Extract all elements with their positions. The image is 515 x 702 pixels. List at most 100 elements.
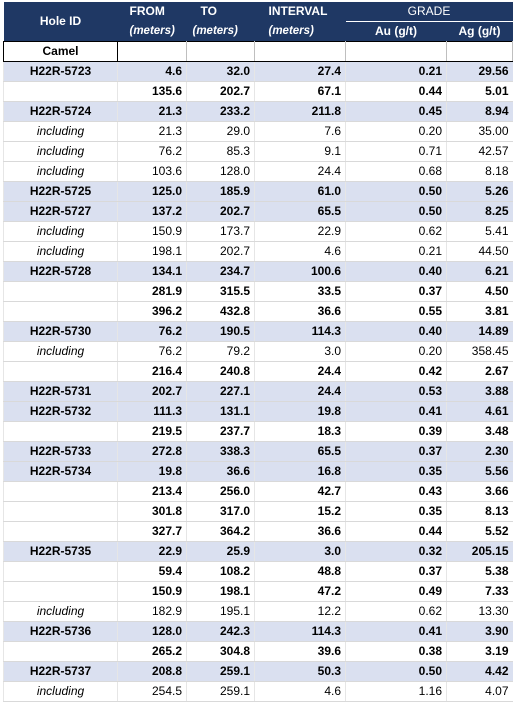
- table-row: including 198.1 202.7 4.6 0.21 44.50: [3, 241, 513, 262]
- cell-hole-id: H22R-5731: [3, 381, 118, 402]
- cell-au: 0.40: [345, 321, 447, 342]
- cell-from: 103.6: [117, 161, 187, 182]
- cell-au: 0.35: [345, 461, 447, 482]
- cell-hole-id: including: [3, 141, 118, 162]
- table-row: 135.6 202.7 67.1 0.44 5.01: [3, 81, 513, 102]
- cell-interval: 9.1: [254, 141, 346, 162]
- table-row: 213.4 256.0 42.7 0.43 3.66: [3, 481, 513, 502]
- table-row: H22R-5730 76.2 190.5 114.3 0.40 14.89: [3, 321, 513, 342]
- cell-au: 0.35: [345, 501, 447, 522]
- cell-from: 272.8: [117, 441, 187, 462]
- cell-from: 150.9: [117, 581, 187, 602]
- cell-interval: 4.6: [254, 681, 346, 702]
- drill-results-table: Hole ID FROM TO INTERVAL GRADE (meters) …: [3, 2, 513, 702]
- header-row-sub: (meters) (meters) (meters) Au (g/t) Ag (…: [4, 21, 513, 42]
- cell-to: 202.7: [186, 201, 255, 222]
- cell-to: 432.8: [186, 301, 255, 322]
- cell-au: 0.21: [345, 241, 447, 262]
- table-row: H22R-5725 125.0 185.9 61.0 0.50 5.26: [3, 181, 513, 202]
- cell-to: 233.2: [186, 101, 255, 122]
- cell-au: 1.16: [345, 681, 447, 702]
- cell-to: 25.9: [186, 541, 255, 562]
- cell-ag: 13.30: [446, 601, 513, 622]
- table-row: H22R-5731 202.7 227.1 24.4 0.53 3.88: [3, 381, 513, 402]
- cell-from: 59.4: [117, 561, 187, 582]
- header-from: FROM: [117, 2, 187, 22]
- cell-au: 0.68: [345, 161, 447, 182]
- cell-hole-id: [3, 481, 118, 502]
- cell-hole-id: H22R-5737: [3, 661, 118, 682]
- cell-to: 240.8: [186, 361, 255, 382]
- cell-hole-id: [3, 561, 118, 582]
- cell-ag: 5.52: [446, 521, 513, 542]
- cell-to: 304.8: [186, 641, 255, 662]
- cell-to: 79.2: [186, 341, 255, 362]
- cell-from: 182.9: [117, 601, 187, 622]
- header-to-unit: (meters): [186, 21, 255, 42]
- table-body: H22R-5723 4.6 32.0 27.4 0.21 29.56 135.6 202.7 6…: [3, 61, 513, 702]
- cell-interval: 18.3: [254, 421, 346, 442]
- cell-ag: 5.56: [446, 461, 513, 482]
- cell-hole-id: including: [3, 221, 118, 242]
- cell-ag: 7.33: [446, 581, 513, 602]
- header-hole-id: Hole ID: [3, 2, 118, 42]
- table-row: 150.9 198.1 47.2 0.49 7.33: [3, 581, 513, 602]
- cell-au: 0.32: [345, 541, 447, 562]
- cell-au: 0.50: [345, 661, 447, 682]
- cell-to: 338.3: [186, 441, 255, 462]
- cell-ag: 8.25: [446, 201, 513, 222]
- cell-interval: 24.4: [254, 361, 346, 382]
- section-blank: [117, 41, 187, 62]
- cell-ag: 5.41: [446, 221, 513, 242]
- table-row: including 254.5 259.1 4.6 1.16 4.07: [3, 681, 513, 702]
- cell-from: 19.8: [117, 461, 187, 482]
- cell-from: 281.9: [117, 281, 187, 302]
- cell-hole-id: H22R-5734: [3, 461, 118, 482]
- table-row: 219.5 237.7 18.3 0.39 3.48: [3, 421, 513, 442]
- cell-interval: 3.0: [254, 541, 346, 562]
- cell-from: 265.2: [117, 641, 187, 662]
- cell-from: 125.0: [117, 181, 187, 202]
- header-interval-unit: (meters): [254, 21, 346, 42]
- cell-to: 185.9: [186, 181, 255, 202]
- cell-interval: 16.8: [254, 461, 346, 482]
- cell-interval: 67.1: [254, 81, 346, 102]
- cell-hole-id: H22R-5727: [3, 201, 118, 222]
- table-row: H22R-5732 111.3 131.1 19.8 0.41 4.61: [3, 401, 513, 422]
- cell-interval: 12.2: [254, 601, 346, 622]
- cell-ag: 5.26: [446, 181, 513, 202]
- cell-ag: 3.81: [446, 301, 513, 322]
- cell-ag: 8.13: [446, 501, 513, 522]
- cell-to: 108.2: [186, 561, 255, 582]
- cell-from: 21.3: [117, 121, 187, 142]
- table-row: including 76.2 85.3 9.1 0.71 42.57: [3, 141, 513, 162]
- cell-interval: 19.8: [254, 401, 346, 422]
- table-row: including 150.9 173.7 22.9 0.62 5.41: [3, 221, 513, 242]
- cell-hole-id: H22R-5725: [3, 181, 118, 202]
- header-ag: Ag (g/t): [446, 21, 513, 42]
- cell-from: 134.1: [117, 261, 187, 282]
- section-blank: [254, 41, 346, 62]
- cell-au: 0.45: [345, 101, 447, 122]
- cell-to: 259.1: [186, 661, 255, 682]
- cell-interval: 65.5: [254, 441, 346, 462]
- header-grade: GRADE: [345, 2, 513, 22]
- cell-from: 76.2: [117, 141, 187, 162]
- cell-to: 190.5: [186, 321, 255, 342]
- cell-from: 219.5: [117, 421, 187, 442]
- cell-au: 0.43: [345, 481, 447, 502]
- header-interval: INTERVAL: [254, 2, 346, 22]
- cell-to: 173.7: [186, 221, 255, 242]
- header-row-top: Hole ID FROM TO INTERVAL GRADE: [3, 2, 513, 42]
- cell-to: 202.7: [186, 241, 255, 262]
- cell-ag: 5.01: [446, 81, 513, 102]
- cell-hole-id: [3, 421, 118, 442]
- cell-hole-id: H22R-5728: [3, 261, 118, 282]
- cell-hole-id: including: [3, 341, 118, 362]
- cell-au: 0.62: [345, 601, 447, 622]
- cell-from: 202.7: [117, 381, 187, 402]
- cell-to: 85.3: [186, 141, 255, 162]
- section-label: Camel: [3, 41, 118, 62]
- cell-au: 0.20: [345, 121, 447, 142]
- cell-from: 111.3: [117, 401, 187, 422]
